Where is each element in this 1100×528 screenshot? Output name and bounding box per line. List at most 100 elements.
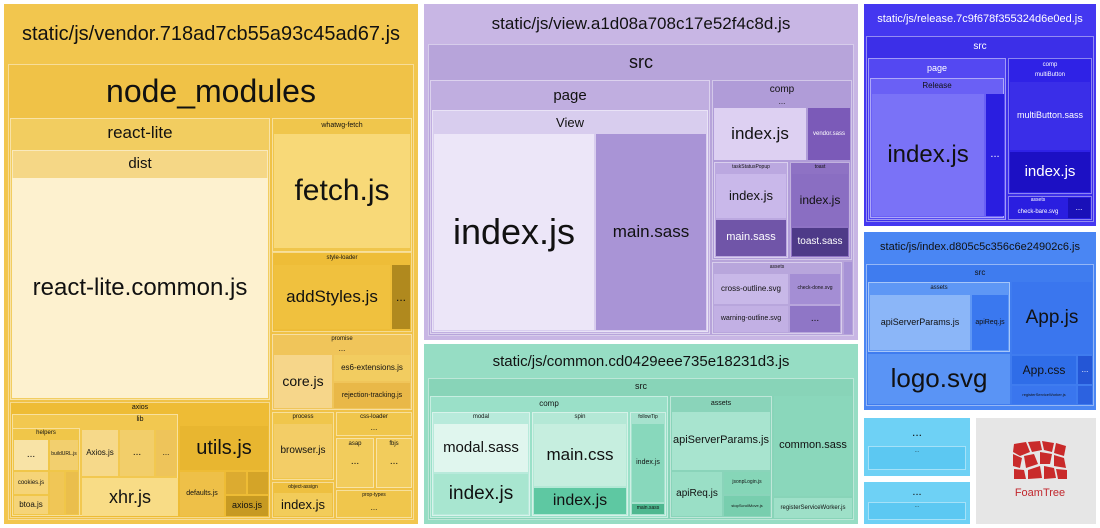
- axios-small-2[interactable]: [248, 472, 268, 494]
- asap-label: asap: [348, 441, 362, 448]
- index-apiserverparams-file[interactable]: apiServerParams.js: [870, 295, 970, 350]
- fbjs-more[interactable]: ...: [389, 455, 399, 467]
- common-apireq-file[interactable]: apiReq.js: [672, 472, 722, 516]
- style-loader-label: style-loader: [326, 254, 358, 261]
- view-main-sass-file[interactable]: main.sass: [596, 134, 706, 330]
- small-chunk-1-inner-more: ...: [914, 448, 920, 455]
- common-apiserverparams-file[interactable]: apiServerParams.js: [672, 412, 770, 470]
- view-view-label: View: [556, 115, 584, 131]
- css-loader-group[interactable]: [336, 412, 412, 436]
- check-done-file[interactable]: check-done.svg: [790, 274, 840, 304]
- small-chunk-1-inner[interactable]: [868, 446, 966, 470]
- btoa-file[interactable]: btoa.js: [14, 496, 48, 514]
- small-chunk-2-inner[interactable]: [868, 502, 966, 520]
- prop-types-label: prop-types: [362, 491, 386, 498]
- buildurl-file[interactable]: buildURL.js: [50, 440, 78, 470]
- asap-group[interactable]: [336, 438, 374, 488]
- multibutton-sass-file[interactable]: multiButton.sass: [1010, 82, 1090, 150]
- vendor-sass-file[interactable]: vendor.sass: [808, 108, 850, 160]
- common-sass-file[interactable]: common.sass: [774, 396, 852, 496]
- object-assign-label: object-assign: [288, 483, 318, 490]
- check-bare-file[interactable]: check-bare.svg: [1017, 208, 1059, 215]
- view-src-label: src: [629, 51, 653, 72]
- release-release-label: Release: [922, 80, 952, 90]
- react-lite-common-file[interactable]: react-lite.common.js: [12, 178, 268, 398]
- node-modules-label: node_modules: [106, 73, 316, 110]
- followtip-index-file[interactable]: index.js: [632, 424, 664, 502]
- view-comp-label: comp: [769, 83, 795, 95]
- release-index-file[interactable]: index.js: [872, 94, 984, 216]
- followtip-label: followTip: [638, 413, 658, 420]
- index-src-small[interactable]: [1078, 386, 1092, 404]
- view-assets-more[interactable]: ...: [790, 306, 840, 332]
- object-assign-index-file[interactable]: index.js: [274, 493, 332, 516]
- helpers-label: helpers: [36, 430, 56, 437]
- multibutton-index-file[interactable]: index.js: [1010, 152, 1090, 192]
- core-file[interactable]: core.js: [274, 355, 332, 408]
- promise-label: promise: [331, 336, 353, 343]
- modal-index-file[interactable]: index.js: [434, 474, 528, 514]
- fbjs-group[interactable]: [376, 438, 412, 488]
- index-src-more[interactable]: ...: [1078, 356, 1092, 384]
- release-assets-more[interactable]: ...: [1068, 198, 1090, 218]
- axios-small-1[interactable]: [226, 472, 246, 494]
- common-registersw-file[interactable]: registerServiceWorker.js: [774, 498, 852, 518]
- rejection-tracking-file[interactable]: rejection-tracking.js: [334, 383, 410, 408]
- addstyles-file[interactable]: addStyles.js: [274, 265, 390, 329]
- warning-outline-file[interactable]: warning-outline.svg: [714, 306, 788, 332]
- app-js-file[interactable]: App.js: [1012, 282, 1092, 354]
- css-loader-more[interactable]: ...: [370, 423, 378, 433]
- index-src-label: src: [974, 267, 986, 277]
- cookies-file[interactable]: cookies.js: [14, 472, 48, 494]
- modal-sass-file[interactable]: modal.sass: [434, 424, 528, 472]
- jsonplogin-file[interactable]: jsonpLogin.js: [724, 472, 770, 494]
- es6-extensions-file[interactable]: es6-extensions.js: [334, 355, 410, 381]
- taskstatuspopup-label: taskStatusPopup: [732, 163, 770, 170]
- style-loader-more[interactable]: ...: [392, 265, 410, 329]
- asap-more[interactable]: ...: [350, 455, 360, 467]
- fetch-file[interactable]: fetch.js: [274, 134, 410, 248]
- utils-file[interactable]: utils.js: [180, 426, 268, 470]
- release-page-more[interactable]: ...: [986, 94, 1004, 216]
- main-css-file[interactable]: main.css: [534, 424, 626, 486]
- browser-file[interactable]: browser.js: [274, 424, 332, 478]
- view-index-file[interactable]: index.js: [434, 134, 594, 330]
- defaults-file[interactable]: defaults.js: [180, 472, 224, 516]
- app-css-file[interactable]: App.css: [1012, 356, 1076, 384]
- spin-index-file[interactable]: index.js: [534, 488, 626, 514]
- axios-file[interactable]: axios.js: [226, 496, 268, 516]
- index-apireq-file[interactable]: apiReq.js: [972, 295, 1008, 350]
- helpers-small-1[interactable]: [50, 472, 64, 514]
- stopscroll-file[interactable]: stopScrollMove.js: [724, 496, 770, 516]
- vendor-chunk-title: static/js/vendor.718ad7cb55a93c45ad67.js: [21, 22, 401, 45]
- lib-more-1[interactable]: ...: [120, 430, 154, 476]
- promise-more[interactable]: ...: [338, 344, 346, 353]
- helpers-more[interactable]: ...: [14, 440, 48, 470]
- axiosjs-file[interactable]: Axios.js: [82, 430, 118, 476]
- spin-label: spin: [574, 414, 586, 421]
- helpers-small-2[interactable]: [66, 472, 78, 514]
- small-chunk-1-more: ...: [911, 424, 922, 439]
- lib-more-2[interactable]: ...: [156, 430, 176, 476]
- view-comp-index-file[interactable]: index.js: [714, 108, 806, 160]
- foamtree-logo-icon: [1013, 441, 1067, 479]
- xhr-file[interactable]: xhr.js: [82, 478, 178, 516]
- prop-types-more[interactable]: ...: [370, 502, 378, 512]
- index-registersw-file[interactable]: registerServiceWorker.js: [1012, 386, 1076, 404]
- followtip-main-sass-file[interactable]: main.sass: [632, 504, 664, 514]
- view-small-block[interactable]: [844, 262, 852, 334]
- prop-types-group[interactable]: [336, 490, 412, 518]
- taskstatuspopup-main-sass-file[interactable]: main.sass: [716, 220, 786, 256]
- taskstatuspopup-index-file[interactable]: index.js: [716, 174, 786, 218]
- logo-svg-file[interactable]: logo.svg: [868, 354, 1010, 404]
- small-chunk-2-more: ...: [912, 486, 922, 499]
- view-assets-label: assets: [769, 263, 785, 270]
- common-comp-label: comp: [539, 398, 559, 408]
- toast-sass-file[interactable]: toast.sass: [792, 228, 848, 256]
- process-label: process: [292, 414, 314, 421]
- cross-outline-file[interactable]: cross-outline.svg: [714, 274, 788, 304]
- view-comp-more[interactable]: ...: [778, 97, 786, 106]
- toast-index-file[interactable]: index.js: [792, 174, 848, 226]
- common-src-label: src: [635, 381, 647, 392]
- axios-label: axios: [131, 404, 149, 412]
